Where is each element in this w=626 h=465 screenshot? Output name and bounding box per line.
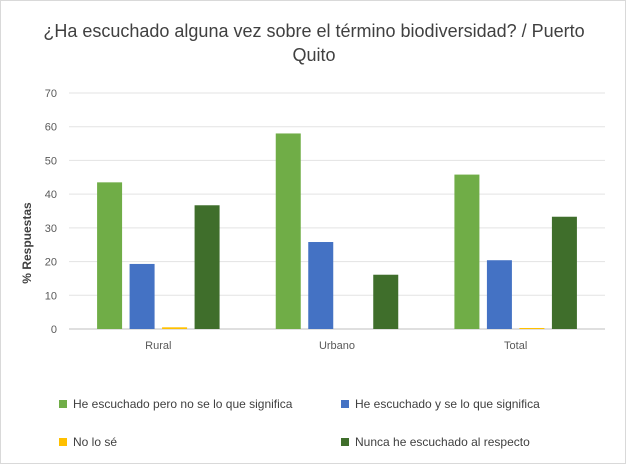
- legend-item: He escuchado y se lo que significa: [341, 397, 540, 411]
- bar: [519, 327, 545, 329]
- bar: [275, 133, 301, 329]
- legend-item: No lo sé: [59, 435, 117, 449]
- bar: [129, 263, 155, 329]
- y-axis-label: % Respuestas: [20, 202, 34, 284]
- y-tick-label: 60: [45, 122, 57, 134]
- y-tick-label: 0: [51, 324, 57, 336]
- bar: [486, 260, 512, 329]
- bar: [308, 242, 334, 329]
- legend-item: He escuchado pero no se lo que significa: [59, 397, 292, 411]
- bar: [194, 205, 220, 329]
- chart-legend: He escuchado pero no se lo que significa…: [59, 397, 599, 453]
- x-category-label: Urbano: [319, 340, 355, 352]
- legend-swatch: [341, 400, 349, 408]
- legend-swatch: [59, 400, 67, 408]
- y-tick-label: 10: [45, 290, 57, 302]
- x-category-label: Total: [504, 340, 527, 352]
- bar: [454, 174, 480, 329]
- legend-label: Nunca he escuchado al respecto: [355, 435, 530, 449]
- x-category-label: Rural: [145, 340, 171, 352]
- legend-label: He escuchado y se lo que significa: [355, 397, 540, 411]
- legend-label: He escuchado pero no se lo que significa: [73, 397, 293, 411]
- y-tick-label: 70: [45, 88, 57, 100]
- legend-label: No lo sé: [73, 435, 118, 449]
- legend-swatch: [341, 438, 349, 446]
- y-tick-label: 20: [45, 257, 57, 269]
- bar: [373, 274, 399, 329]
- y-tick-label: 30: [45, 223, 57, 235]
- bar: [97, 182, 123, 329]
- chart-title: ¿Ha escuchado alguna vez sobre el términ…: [43, 21, 585, 65]
- y-tick-label: 40: [45, 189, 57, 201]
- legend-swatch: [59, 438, 67, 446]
- bar: [551, 216, 577, 329]
- y-tick-label: 50: [45, 155, 57, 167]
- bar: [162, 327, 188, 329]
- legend-item: Nunca he escuchado al respecto: [341, 435, 530, 449]
